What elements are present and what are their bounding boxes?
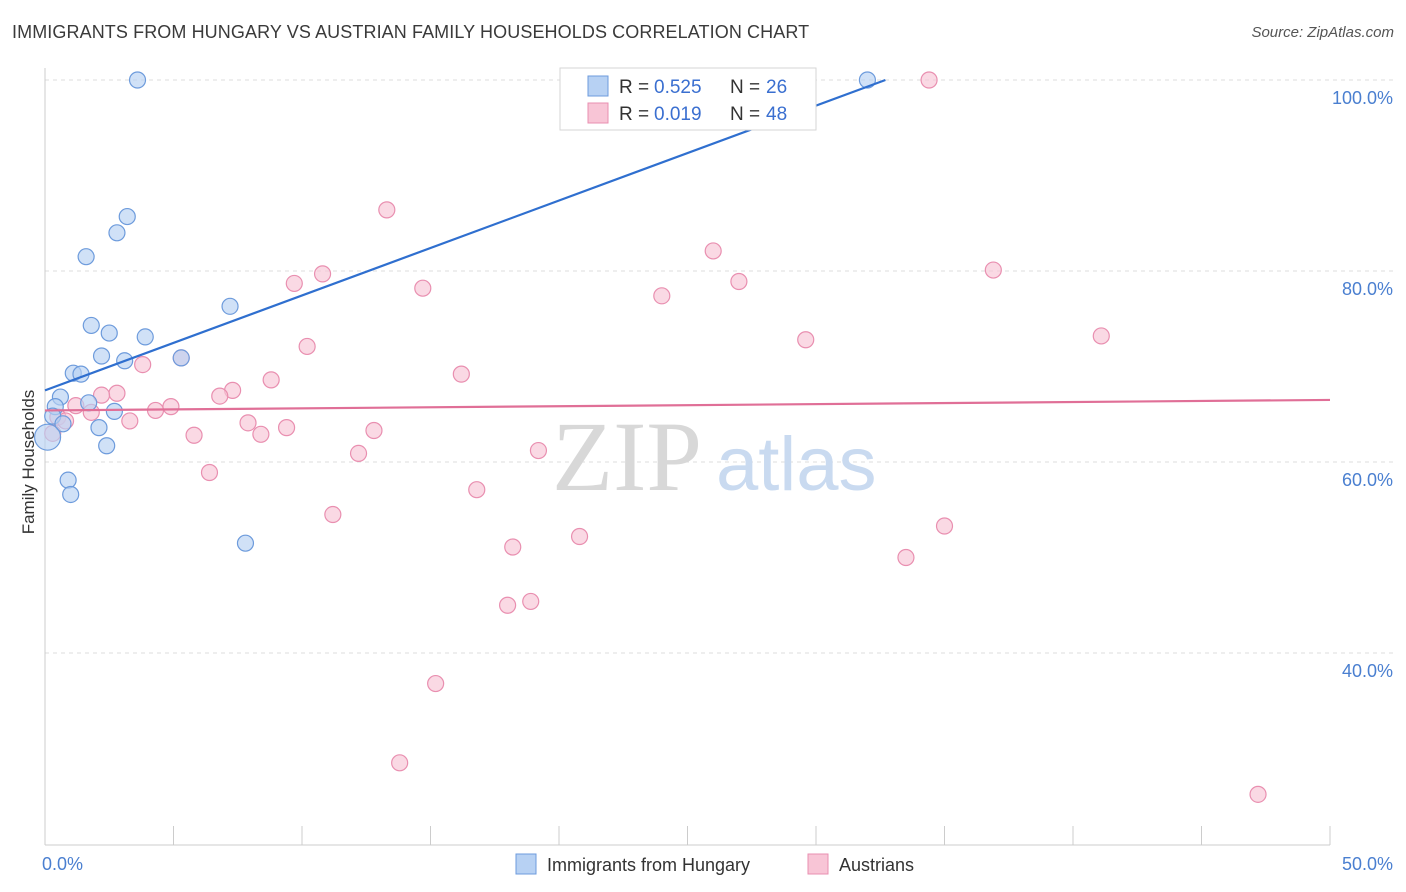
austrians-point-8 xyxy=(414,279,432,297)
hungary-point-11 xyxy=(172,349,190,367)
austrians-point-18 xyxy=(108,384,126,402)
y-tick-label-0: 100.0% xyxy=(1332,88,1393,108)
hungary-point-5 xyxy=(221,297,239,315)
trend-lines xyxy=(44,78,1331,412)
hungary-point-23 xyxy=(59,471,77,489)
austrians-point-33 xyxy=(185,426,203,444)
gridlines xyxy=(45,79,1395,654)
legend-n-value-1: 26 xyxy=(766,77,787,98)
hungary-point-15 xyxy=(80,394,98,412)
austrians-point-1 xyxy=(920,71,938,89)
austrians-point-6 xyxy=(285,274,303,293)
y-tick-label-3: 40.0% xyxy=(1342,661,1393,681)
austrians-point-35 xyxy=(349,444,368,463)
austrians-point-3 xyxy=(704,242,722,260)
legend-n-label-1: N = xyxy=(730,77,760,98)
hungary-point-19 xyxy=(54,415,72,433)
stats-legend: R = 0.525 N = 26 R = 0.019 N = 48 xyxy=(559,67,817,131)
austrians-point-14 xyxy=(134,355,152,374)
austrians-point-30 xyxy=(365,421,383,440)
chart-title: IMMIGRANTS FROM HUNGARY VS AUSTRIAN FAMI… xyxy=(12,22,810,42)
austrians-trend-line xyxy=(44,398,1331,412)
hungary-point-21 xyxy=(33,423,62,451)
hungary-point-8 xyxy=(136,328,154,346)
legend-n-value-2: 48 xyxy=(766,104,787,125)
y-tick-label-2: 60.0% xyxy=(1342,470,1393,490)
austrians-point-36 xyxy=(200,463,219,482)
watermark-zip: ZIP xyxy=(552,401,702,512)
austrians-point-39 xyxy=(570,527,589,546)
austrians-point-22 xyxy=(162,398,180,416)
watermark-atlas: atlas xyxy=(716,422,877,507)
austrians-point-10 xyxy=(1092,327,1110,345)
austrians-point-38 xyxy=(324,505,342,524)
hungary-point-20 xyxy=(90,419,108,437)
austrians-point-32 xyxy=(252,425,270,443)
legend-n-label-2: N = xyxy=(730,104,760,125)
legend-r-label-2: R = xyxy=(619,104,649,125)
hungary-point-22 xyxy=(98,437,116,455)
hungary-point-2 xyxy=(118,207,136,226)
austrians-point-16 xyxy=(262,371,280,389)
series-legend-swatch-austrians xyxy=(807,853,829,875)
hungary-point-6 xyxy=(82,316,100,335)
austrians-point-43 xyxy=(522,592,540,611)
hungary-point-0 xyxy=(128,71,147,89)
austrians-point-4 xyxy=(984,261,1002,279)
hungary-point-17 xyxy=(105,402,123,420)
legend-swatch-hungary xyxy=(587,75,609,97)
austrians-point-28 xyxy=(239,414,257,432)
x-tick-label-0: 0.0% xyxy=(42,854,83,874)
austrians-point-34 xyxy=(529,441,548,460)
hungary-point-3 xyxy=(108,224,126,242)
austrians-point-42 xyxy=(897,548,915,567)
austrians-point-44 xyxy=(499,596,517,614)
series-legend-label-hungary: Immigrants from Hungary xyxy=(547,855,750,875)
austrians-point-9 xyxy=(653,287,671,305)
series-legend-swatch-hungary xyxy=(515,853,537,875)
austrians-point-29 xyxy=(277,419,296,437)
data-points xyxy=(33,71,1267,803)
y-axis-title: Family Households xyxy=(19,390,38,535)
austrians-point-5 xyxy=(313,265,332,283)
y-tick-label-1: 80.0% xyxy=(1342,279,1393,299)
austrians-point-41 xyxy=(935,517,954,535)
austrians-point-7 xyxy=(730,272,748,291)
austrians-point-46 xyxy=(391,754,409,772)
legend-r-value-2: 0.019 xyxy=(654,104,702,125)
austrians-point-45 xyxy=(427,674,445,693)
hungary-point-25 xyxy=(236,534,255,552)
austrians-point-20 xyxy=(92,386,111,404)
legend-swatch-austrians xyxy=(587,102,609,124)
x-tick-label-1: 50.0% xyxy=(1342,854,1393,874)
austrians-point-19 xyxy=(211,387,229,405)
axes: 100.0% 80.0% 60.0% 40.0% 0.0% 50.0% xyxy=(42,68,1393,874)
watermark: ZIP atlas xyxy=(552,401,877,512)
austrians-point-40 xyxy=(504,538,522,556)
series-legend-label-austrians: Austrians xyxy=(839,855,914,875)
austrians-point-15 xyxy=(452,365,470,383)
austrians-point-2 xyxy=(378,201,396,219)
austrians-point-47 xyxy=(1249,785,1267,803)
legend-r-label-1: R = xyxy=(619,77,649,98)
austrians-point-27 xyxy=(121,412,139,430)
legend-r-value-1: 0.525 xyxy=(654,77,702,98)
hungary-point-4 xyxy=(77,248,95,266)
austrians-point-11 xyxy=(797,331,815,349)
hungary-trend-line xyxy=(44,78,886,392)
source-credit: Source: ZipAtlas.com xyxy=(1251,24,1394,41)
hungary-point-24 xyxy=(62,485,80,504)
hungary-point-9 xyxy=(92,347,111,365)
hungary-point-7 xyxy=(100,324,118,342)
austrians-point-12 xyxy=(298,337,316,356)
series-legend: Immigrants from Hungary Austrians xyxy=(515,853,914,875)
austrians-point-37 xyxy=(468,481,486,499)
